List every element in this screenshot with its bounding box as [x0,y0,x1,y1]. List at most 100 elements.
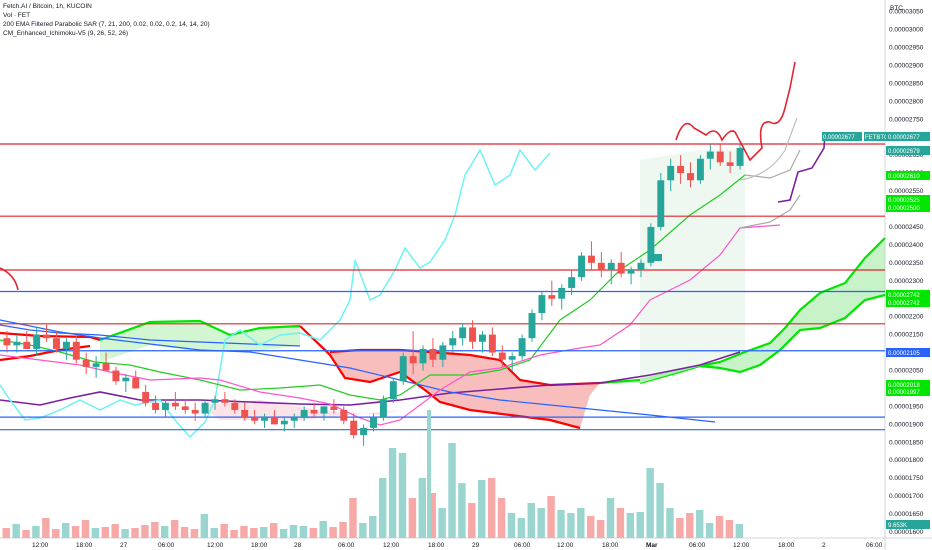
time-axis[interactable]: 12:00 18:00 27 06:00 12:00 18:00 28 06:00 12:00 1… [32,542,883,549]
candle-body [379,399,387,418]
x-tick-label: 18:00 [76,542,93,549]
candle-body [122,377,130,382]
cloud-lower-edge [639,293,886,385]
price-tag-box [886,348,930,357]
volume-bar [438,508,446,538]
candle-body [62,341,70,349]
price-tag: 0.00002679 [886,146,930,155]
candle-body [191,409,199,414]
y-tick-label: 0.00001800 [889,457,924,464]
volume-bar [141,525,149,538]
price-tag: 0.00002500 [886,203,930,212]
price-tag-value: 0.00001997 [888,390,920,396]
price-tag-symbol: FETBTC [865,135,889,141]
price-tag-value: 0.00002105 [888,351,920,357]
price-tag-box [886,171,930,180]
y-tick-label: 0.00001950 [889,403,924,410]
candle-body [479,334,486,342]
y-tick-label: 0.00002200 [889,314,924,321]
candle-body [300,409,308,418]
candle-body [360,427,368,436]
x-tick-label: 06:00 [514,542,531,549]
candle-body [459,327,467,339]
volume-bar [309,528,318,538]
candle-body [251,417,259,421]
candle-body [696,158,704,181]
y-tick-label: 0.00002050 [889,367,924,374]
candle-body [72,341,80,360]
x-tick-label: 12:00 [733,542,750,549]
volume-bar [81,520,90,538]
volume-bar [71,526,80,538]
candle-body [667,165,675,181]
volume-bar [547,496,555,538]
candle-body [290,417,298,421]
x-tick-label: 06:00 [689,542,706,549]
candle-body [508,356,516,360]
y-tick-label: 0.00002550 [889,188,924,195]
candle-body [221,399,229,403]
price-tag-box [886,290,930,299]
price-tag: 0.00002105 [886,348,930,357]
price-tag: 0.00002742 [886,290,930,299]
volume-bar [250,528,258,538]
cloud-pink [200,400,400,420]
candle-body [340,409,348,421]
candle-body [726,162,734,166]
drawing-red-path [675,61,796,162]
volume-bar [705,523,714,538]
candle-body [161,402,169,410]
trend-line-2 [0,324,301,347]
volume-bar [636,512,644,538]
trend-line [0,319,716,423]
price-tag-box [886,132,930,141]
volume-bar [319,521,327,538]
volume-bar [359,523,367,538]
price-tag-value: 0.00002679 [888,149,920,155]
volume-bar [190,529,199,538]
volume-bar [210,528,218,538]
volume-bar [240,526,248,538]
kijun-projection [739,194,801,229]
candle-body [389,381,397,400]
volume-bar [557,510,565,538]
price-axis[interactable]: 0.00003050 0.00003000 0.00002950 0.00002900… [822,9,930,536]
y-tick-label: 0.00002950 [889,44,924,51]
volume-bar [269,523,278,538]
y-tick-label: 0.00003000 [889,27,924,34]
candle-body [419,348,427,364]
volume-bar [468,503,476,538]
y-tick-label: 0.00002450 [889,224,924,231]
candle-body [518,338,526,357]
x-tick-label: 18:00 [778,542,795,549]
y-tick-label: 0.00002900 [889,62,924,69]
y-tick-label: 0.00001850 [889,439,924,446]
candle-body [211,399,219,403]
x-tick-label: 06:00 [338,542,355,549]
y-tick-label: 0.00002300 [889,278,924,285]
volume-bar [131,528,139,538]
y-tick-label: 0.00002850 [889,80,924,87]
candles [3,144,744,446]
candle-body [439,345,447,360]
candle-body [627,270,635,274]
volume-bar [487,478,496,538]
volume-bar [408,498,417,538]
y-tick-label: 0.00002750 [889,116,924,123]
volume-bar [725,520,734,538]
candle-body [112,370,120,382]
ema-line [0,351,741,406]
x-tick-label: 12:00 [557,542,574,549]
y-tick-label: 0.00002150 [889,332,924,339]
candle-body [469,327,477,342]
candle-body [687,173,694,181]
currency-label: BTC [890,5,903,12]
candle-body [23,341,31,349]
candle-body [231,402,239,410]
hand-drawn-projections [0,61,826,291]
x-tick-label: 18:00 [602,542,619,549]
drawing-purple-path [777,131,826,203]
volume-bar [596,520,605,538]
